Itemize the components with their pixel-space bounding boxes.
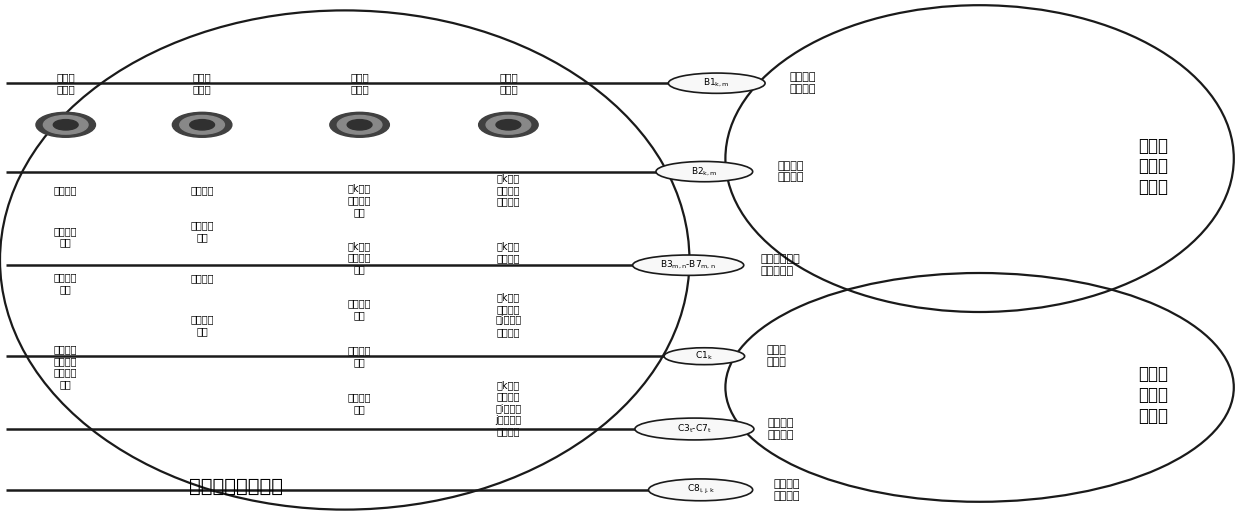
Circle shape — [180, 115, 224, 134]
Text: 油种相近: 油种相近 — [55, 185, 77, 195]
Circle shape — [190, 120, 215, 130]
Circle shape — [36, 112, 95, 137]
Text: 风化实验
环境条件: 风化实验 环境条件 — [768, 418, 794, 440]
Text: 第k油种
实验水深: 第k油种 实验水深 — [497, 241, 520, 263]
Circle shape — [172, 112, 232, 137]
Circle shape — [43, 115, 88, 134]
Text: 气温相近: 气温相近 — [191, 185, 213, 195]
Text: 溢油（风
险）规模: 溢油（风 险）规模 — [777, 161, 804, 183]
Text: 溢油（风
险）品种: 溢油（风 险）品种 — [790, 72, 816, 94]
Text: 水温相近: 水温相近 — [191, 273, 213, 283]
Ellipse shape — [649, 479, 753, 501]
Ellipse shape — [632, 255, 744, 276]
Text: 第k油种
实验水质
第j种水质
背景浓度: 第k油种 实验水质 第j种水质 背景浓度 — [495, 292, 522, 337]
Text: $\mathregular{B3_{m,n}}$-$\mathregular{B7_{m,n}}$: $\mathregular{B3_{m,n}}$-$\mathregular{B… — [660, 259, 717, 271]
Circle shape — [53, 120, 78, 130]
Text: $\mathregular{C8_{i,j,k}}$: $\mathregular{C8_{i,j,k}}$ — [687, 483, 714, 497]
Circle shape — [337, 115, 382, 134]
Text: 第k油种
风化实验
第i时段第
j水质指标
测试浓度: 第k油种 风化实验 第i时段第 j水质指标 测试浓度 — [495, 380, 522, 436]
Text: 实验水质
测试结果: 实验水质 测试结果 — [774, 479, 800, 501]
Ellipse shape — [656, 162, 753, 182]
Text: 第k溢油
（风险）
规模: 第k溢油 （风险） 规模 — [348, 241, 371, 274]
Text: $\mathregular{B2_{k,m}}$: $\mathregular{B2_{k,m}}$ — [691, 165, 718, 178]
Text: 第k溢油
（风险）
品种: 第k溢油 （风险） 品种 — [348, 184, 371, 217]
Text: 区域水质
本底: 区域水质 本底 — [348, 345, 371, 367]
Ellipse shape — [668, 73, 765, 94]
Text: 逐月气温光照
水温水质等: 逐月气温光照 水温水质等 — [760, 254, 800, 276]
Text: 第k油种
风化实验
油膜厚度: 第k油种 风化实验 油膜厚度 — [497, 173, 520, 206]
Text: 风化实
验油品: 风化实 验油品 — [766, 345, 786, 367]
Ellipse shape — [635, 418, 754, 440]
Circle shape — [330, 112, 389, 137]
Text: 环境适
宜匹配: 环境适 宜匹配 — [192, 72, 212, 94]
Ellipse shape — [665, 348, 744, 365]
Text: 密度比重
相近: 密度比重 相近 — [55, 226, 77, 248]
Text: 实验数
据提取: 实验数 据提取 — [498, 72, 518, 94]
Text: 实验适用匹配模块: 实验适用匹配模块 — [188, 477, 283, 496]
Text: 添加溢油
分散剂后
溢油性质
相近: 添加溢油 分散剂后 溢油性质 相近 — [55, 344, 77, 389]
Text: 区域数
据提取: 区域数 据提取 — [350, 72, 370, 94]
Text: 油膜厚度
相近: 油膜厚度 相近 — [55, 272, 77, 294]
Text: 区域环境
条件: 区域环境 条件 — [348, 392, 371, 414]
Circle shape — [347, 120, 372, 130]
Text: 区域风
险基础
数据库: 区域风 险基础 数据库 — [1138, 137, 1168, 196]
Text: 溢油风
化实验
数据库: 溢油风 化实验 数据库 — [1138, 366, 1168, 425]
Text: 光照条件
相近: 光照条件 相近 — [191, 220, 213, 242]
Circle shape — [496, 120, 521, 130]
Text: 区域平均
水深: 区域平均 水深 — [348, 298, 371, 320]
Text: 油种适
宜匹配: 油种适 宜匹配 — [56, 72, 76, 94]
Text: 水质本底
相近: 水质本底 相近 — [191, 314, 213, 336]
Text: $\mathregular{C1_k}$: $\mathregular{C1_k}$ — [696, 350, 713, 362]
Text: $\mathregular{B1_{k,m}}$: $\mathregular{B1_{k,m}}$ — [703, 77, 730, 89]
Circle shape — [479, 112, 538, 137]
Circle shape — [486, 115, 531, 134]
Text: $\mathregular{C3_t}$-$\mathregular{C7_t}$: $\mathregular{C3_t}$-$\mathregular{C7_t}… — [677, 423, 712, 435]
